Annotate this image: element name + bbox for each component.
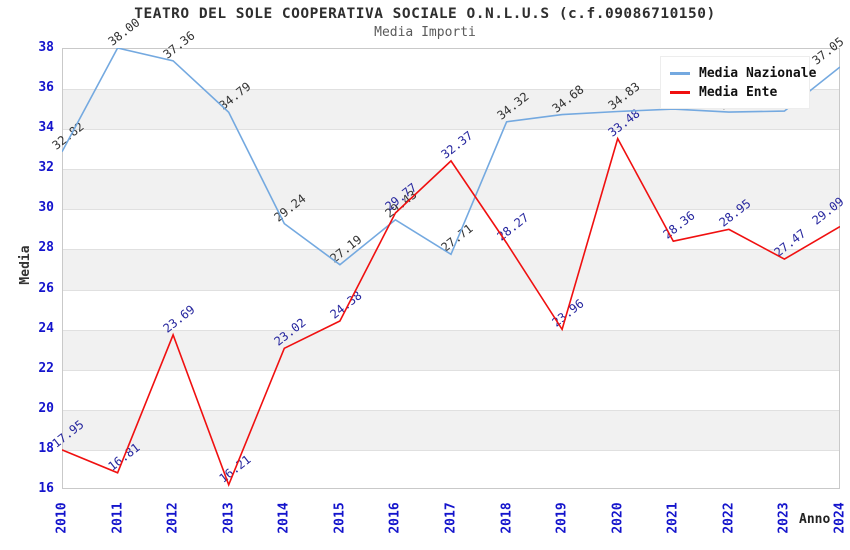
y-tick-label: 38 — [38, 40, 54, 55]
series-line-media-ente — [62, 136, 840, 488]
legend-item: Media Nazionale — [670, 64, 816, 83]
y-tick-label: 36 — [38, 80, 54, 96]
y-tick-label: 20 — [38, 400, 54, 416]
grid-band — [63, 329, 839, 370]
gridline — [63, 369, 839, 371]
gridline — [63, 209, 839, 211]
gridline — [63, 409, 839, 411]
y-tick-label: 18 — [38, 440, 54, 456]
x-tick-label: 2015 — [332, 502, 348, 534]
legend-item: Media Ente — [670, 83, 800, 102]
x-tick-label: 2011 — [110, 502, 126, 534]
legend-swatch-media-ente — [670, 91, 690, 94]
legend-label: Media Nazionale — [699, 66, 817, 81]
grid-band — [63, 409, 839, 450]
x-tick-label: 2018 — [499, 502, 515, 534]
y-tick-label: 22 — [38, 360, 54, 376]
chart-title: TEATRO DEL SOLE COOPERATIVA SOCIALE O.N.… — [134, 6, 716, 22]
legend: Media Nazionale Media Ente — [660, 56, 816, 109]
x-tick-label: 2016 — [387, 502, 403, 534]
y-tick-label: 24 — [38, 320, 54, 336]
x-tick-label: 2010 — [54, 502, 70, 534]
x-tick-label: 2021 — [665, 502, 681, 534]
grid-band — [63, 169, 839, 210]
x-tick-label: 2022 — [721, 502, 737, 534]
x-tick-label: 2014 — [276, 502, 292, 534]
legend-label: Media Ente — [699, 85, 778, 100]
gridline — [63, 169, 839, 171]
y-tick-label: 26 — [38, 280, 54, 296]
chart-subtitle: Media Importi — [374, 25, 476, 40]
y-axis-title: Media — [18, 245, 34, 285]
y-tick-label: 16 — [38, 481, 54, 496]
x-tick-label: 2013 — [221, 502, 237, 534]
x-tick-label: 2012 — [165, 502, 181, 534]
gridline — [63, 289, 839, 291]
x-tick-label: 2024 — [832, 502, 848, 534]
series-lines — [62, 48, 840, 488]
legend-swatch-media-nazionale — [670, 72, 690, 75]
y-tick-label: 34 — [38, 120, 54, 136]
x-tick-label: 2017 — [443, 502, 459, 534]
gridline — [63, 249, 839, 251]
gridline — [63, 129, 839, 131]
y-tick-label: 30 — [38, 200, 54, 216]
x-tick-label: 2019 — [554, 502, 570, 534]
y-tick-label: 32 — [38, 160, 54, 176]
x-axis-title: Anno — [799, 512, 831, 527]
gridline — [63, 449, 839, 451]
plot-area — [62, 48, 840, 489]
gridline — [63, 89, 839, 91]
x-tick-label: 2020 — [610, 502, 626, 534]
gridline — [63, 329, 839, 331]
y-tick-label: 28 — [38, 240, 54, 256]
grid-band — [63, 249, 839, 290]
x-tick-label: 2023 — [776, 502, 792, 534]
series-line-media-nazionale — [62, 48, 840, 266]
